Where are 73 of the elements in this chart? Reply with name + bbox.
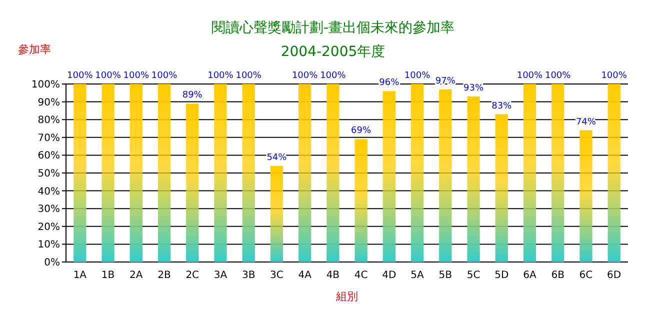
- bar: [523, 84, 536, 262]
- y-tick-label: 50%: [38, 168, 60, 180]
- x-tick-label: 5C: [466, 270, 480, 281]
- x-tick-label: 4D: [382, 270, 396, 281]
- x-tick-label: 5A: [410, 270, 424, 281]
- bar: [580, 130, 592, 262]
- bar: [270, 166, 284, 262]
- x-tick-label: 2B: [158, 270, 172, 281]
- chart-subtitle: 2004-2005年度: [280, 44, 386, 60]
- x-tick-label: 3C: [270, 270, 284, 281]
- data-label: 100%: [601, 71, 628, 81]
- x-axis-title: 組別: [335, 290, 358, 303]
- y-tick-label: 70%: [38, 132, 60, 144]
- data-label: 100%: [95, 71, 122, 81]
- y-tick-label: 20%: [38, 222, 60, 233]
- x-tick-label: 5B: [438, 270, 452, 281]
- data-label: 100%: [404, 71, 431, 81]
- bar: [326, 84, 340, 262]
- bar: [298, 84, 312, 262]
- data-label: 100%: [236, 71, 262, 81]
- x-tick-label: 4C: [354, 270, 368, 281]
- data-label: 100%: [208, 71, 234, 81]
- x-tick-label: 6D: [607, 270, 622, 281]
- x-tick-label: 3B: [242, 270, 256, 281]
- bar: [410, 84, 424, 262]
- data-label: 93%: [464, 83, 484, 94]
- y-tick-label: 100%: [31, 80, 60, 90]
- data-label: 54%: [266, 152, 288, 163]
- bar: [608, 84, 620, 262]
- x-tick-label: 4B: [326, 270, 340, 281]
- data-label: 100%: [320, 71, 346, 81]
- data-label: 100%: [151, 71, 178, 81]
- x-tick-label: 4A: [298, 270, 312, 281]
- y-axis-title: 參加率: [18, 43, 51, 56]
- bar: [130, 84, 142, 262]
- bar: [467, 96, 480, 262]
- x-tick-label: 2A: [130, 270, 143, 281]
- data-label: 100%: [516, 71, 544, 81]
- bar: [186, 104, 199, 262]
- x-tick-label: 6B: [551, 270, 565, 281]
- bar: [214, 84, 227, 262]
- data-label: 100%: [67, 71, 94, 81]
- bar: [242, 84, 255, 262]
- y-tick-label: 90%: [38, 97, 60, 108]
- x-tick-label: 3A: [214, 270, 228, 281]
- bar: [102, 84, 114, 262]
- bar: [439, 89, 452, 262]
- y-tick-label: 0%: [44, 258, 60, 268]
- y-tick-label: 80%: [38, 115, 60, 126]
- bar: [158, 84, 171, 262]
- bar: [382, 91, 396, 262]
- y-tick-label: 60%: [38, 150, 60, 162]
- bar: [74, 84, 86, 262]
- y-tick-label: 30%: [38, 204, 60, 216]
- x-tick-label: 1B: [101, 270, 115, 281]
- x-tick-label: 1A: [73, 270, 87, 281]
- bar: [495, 114, 508, 262]
- data-label: 100%: [544, 71, 572, 81]
- data-label: 100%: [292, 71, 318, 81]
- y-tick-label: 10%: [38, 240, 60, 251]
- y-tick-label: 40%: [38, 186, 60, 198]
- data-label: 83%: [492, 101, 512, 112]
- chart-title: 閱讀心聲獎勵計劃-畫出個未來的參加率: [211, 20, 455, 36]
- data-label: 74%: [576, 117, 596, 128]
- x-tick-label: 2C: [186, 270, 200, 281]
- data-label: 89%: [182, 90, 203, 101]
- bar: [552, 84, 564, 262]
- data-label: 69%: [351, 126, 372, 136]
- x-tick-label: 5D: [494, 270, 509, 281]
- x-tick-label: 6C: [579, 270, 593, 281]
- bar: [354, 139, 368, 262]
- data-label: 100%: [123, 71, 150, 81]
- x-tick-label: 6A: [523, 270, 536, 281]
